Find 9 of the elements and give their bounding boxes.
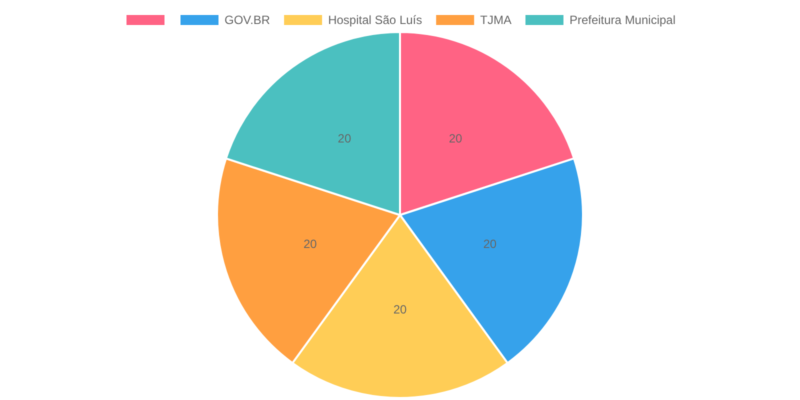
data-label: 20: [483, 237, 497, 252]
legend-label: TJMA: [480, 13, 512, 27]
legend-label: Hospital São Luís: [328, 13, 422, 27]
legend-label: Prefeitura Municipal: [569, 13, 676, 27]
data-label: 20: [303, 237, 318, 252]
legend-label: GOV.BR: [224, 13, 270, 27]
data-label: 20: [338, 132, 352, 146]
data-label: 20: [448, 132, 463, 146]
data-label: 20: [393, 302, 407, 316]
